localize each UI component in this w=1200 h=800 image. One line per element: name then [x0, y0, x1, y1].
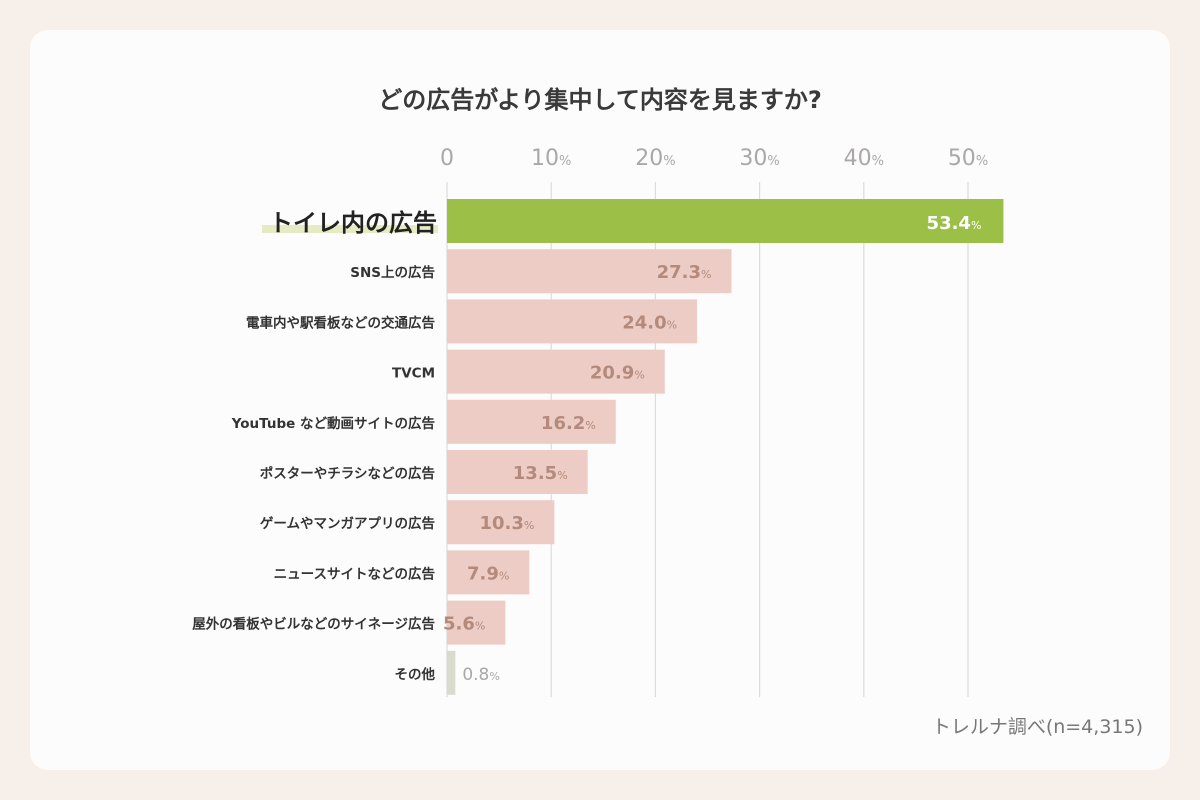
value-label: 13.5%	[513, 463, 568, 484]
bar	[447, 450, 588, 494]
chart-title: どの広告がより集中して内容を見ますか?	[378, 86, 822, 114]
bar	[447, 550, 530, 595]
value-label: 16.2%	[541, 413, 596, 434]
bar	[447, 249, 732, 294]
category-label: ポスターやチラシなどの広告	[260, 465, 435, 482]
category-label: ニュースサイトなどの広告	[274, 565, 435, 582]
value-label: 0.8%	[462, 665, 500, 685]
x-tick-label: 50%	[948, 146, 988, 171]
value-label: 53.4%	[927, 213, 982, 234]
category-label: 屋外の看板やビルなどのサイネージ広告	[192, 616, 435, 633]
x-tick-label: 0	[440, 146, 454, 171]
category-label: その他	[395, 666, 436, 683]
x-tick-label: 10%	[531, 146, 571, 171]
x-tick-label: 20%	[635, 146, 675, 171]
category-label: ゲームやマンガアプリの広告	[260, 515, 435, 532]
category-label: 電車内や駅看板などの交通広告	[246, 314, 435, 331]
x-tick-label: 40%	[844, 146, 884, 171]
source-note: トレルナ調べ(n=4,315)	[932, 716, 1143, 738]
bar	[447, 199, 1004, 243]
bar	[447, 299, 698, 344]
value-label: 27.3%	[657, 262, 712, 283]
bar	[447, 399, 616, 444]
value-label: 10.3%	[479, 513, 534, 534]
category-label: SNS上の広告	[350, 264, 435, 281]
value-label: 7.9%	[467, 563, 509, 584]
bar	[447, 650, 456, 695]
category-label: トイレ内の広告	[269, 209, 437, 237]
category-label: TVCM	[392, 366, 435, 382]
value-label: 20.9%	[590, 363, 645, 384]
bar	[447, 600, 506, 645]
label-highlight	[262, 225, 438, 233]
value-label: 5.6%	[443, 614, 485, 635]
category-label: YouTube など動画サイトの広告	[231, 415, 435, 432]
bar	[447, 349, 665, 394]
bar	[447, 500, 555, 545]
x-tick-label: 30%	[739, 146, 779, 171]
value-label: 24.0%	[622, 312, 677, 333]
